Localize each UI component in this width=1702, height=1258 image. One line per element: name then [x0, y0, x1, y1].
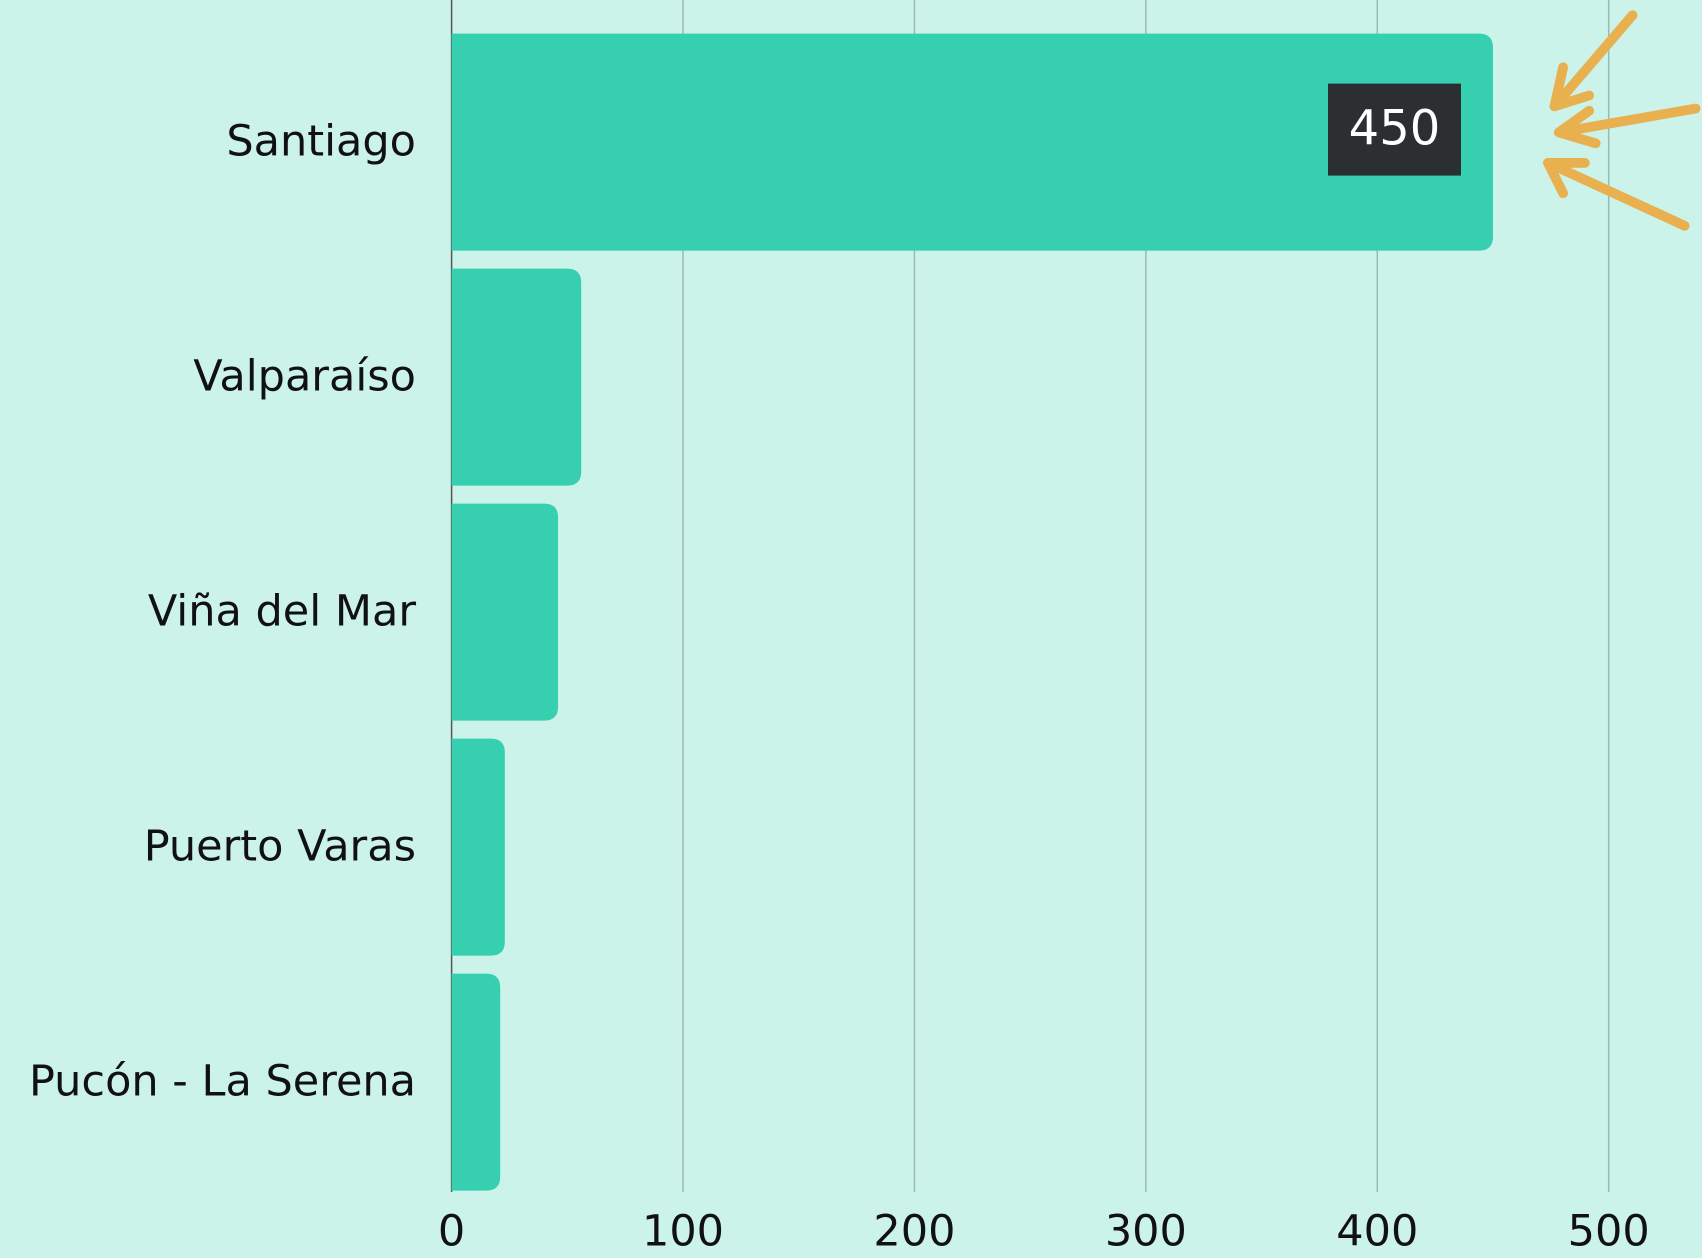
data-label: 450 — [1349, 101, 1441, 157]
arrow — [1553, 103, 1701, 149]
arrow — [1543, 157, 1690, 231]
x-tick-label: 100 — [642, 1207, 724, 1257]
y-tick-label: Viña del Mar — [148, 587, 417, 637]
x-tick-label: 400 — [1336, 1207, 1418, 1257]
x-tick-label: 300 — [1105, 1207, 1187, 1257]
y-tick-label: Puerto Varas — [144, 822, 416, 872]
y-tick-label: Valparaíso — [193, 352, 416, 402]
y-tick-label: Pucón - La Serena — [29, 1057, 416, 1107]
arrows-decoration — [1543, 10, 1701, 231]
bar — [451, 503, 559, 721]
bar — [451, 973, 501, 1191]
bars — [451, 33, 1493, 1191]
data-label-box — [1327, 83, 1461, 176]
x-tick-label: 200 — [873, 1207, 955, 1257]
bar — [451, 738, 505, 956]
x-tick-label: 0 — [438, 1207, 465, 1257]
x-tick-label: 500 — [1568, 1207, 1650, 1257]
arrow — [1549, 10, 1638, 112]
bar — [451, 33, 1493, 251]
y-tick-label: Santiago — [226, 117, 416, 167]
bar — [451, 268, 582, 486]
